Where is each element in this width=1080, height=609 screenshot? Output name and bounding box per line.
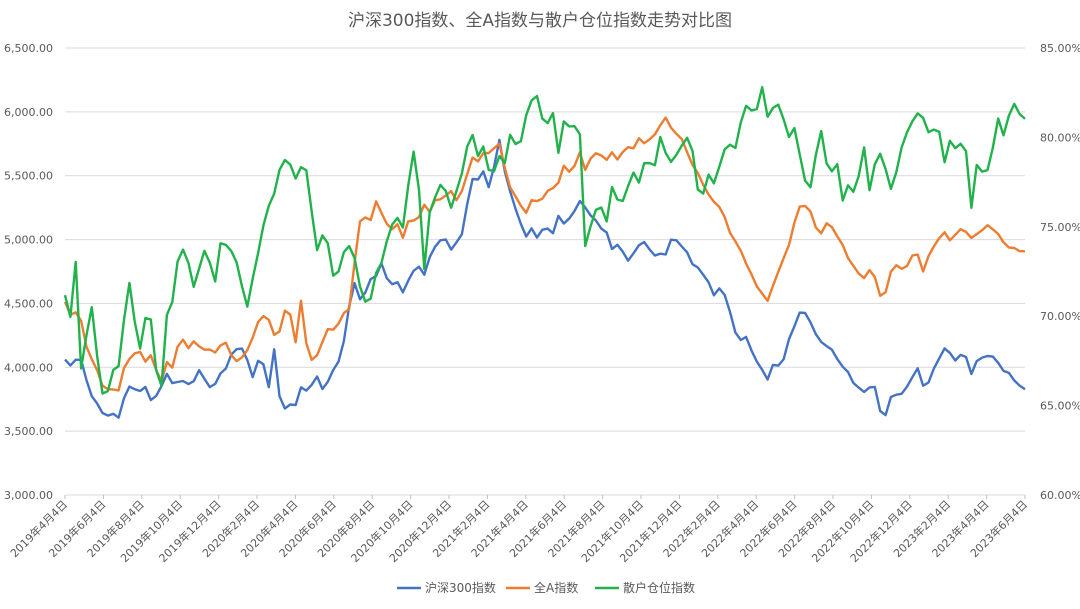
y-left-tick-label: 4,500.00 xyxy=(4,297,53,310)
y-right-tick-label: 85.00% xyxy=(1040,42,1080,55)
y-left-tick-label: 4,000.00 xyxy=(4,361,53,374)
y-right-tick-label: 80.00% xyxy=(1040,131,1080,144)
y-left-tick-label: 5,000.00 xyxy=(4,234,53,247)
legend-label: 全A指数 xyxy=(534,580,578,595)
y-left-tick-label: 3,500.00 xyxy=(4,425,53,438)
y-right-tick-label: 65.00% xyxy=(1040,400,1080,413)
y-left-tick-label: 6,000.00 xyxy=(4,106,53,119)
y-right-tick-label: 70.00% xyxy=(1040,310,1080,323)
chart-title: 沪深300指数、全A指数与散户仓位指数走势对比图 xyxy=(348,11,732,31)
series-line xyxy=(63,116,1026,392)
legend-label: 散户仓位指数 xyxy=(623,580,695,595)
y-left-tick-label: 6,500.00 xyxy=(4,42,53,55)
y-left-tick-label: 3,000.00 xyxy=(4,489,53,502)
y-right-tick-label: 60.00% xyxy=(1040,489,1080,502)
series-lines xyxy=(63,85,1026,419)
legend-label: 沪深300指数 xyxy=(425,580,496,595)
y-right-tick-label: 75.00% xyxy=(1040,221,1080,234)
series-line xyxy=(63,85,1026,395)
y-left-tick-label: 5,500.00 xyxy=(4,170,53,183)
legend: 沪深300指数 全A指数 散户仓位指数 xyxy=(397,580,695,595)
gridlines xyxy=(65,47,1025,496)
series-line xyxy=(64,138,1026,419)
